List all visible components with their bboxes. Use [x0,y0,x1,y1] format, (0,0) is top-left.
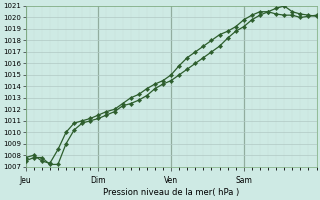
X-axis label: Pression niveau de la mer( hPa ): Pression niveau de la mer( hPa ) [103,188,239,197]
